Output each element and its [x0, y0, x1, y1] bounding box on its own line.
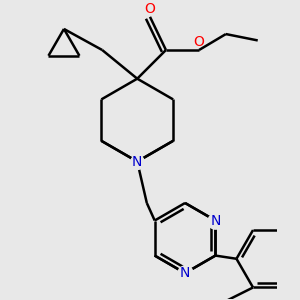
Text: O: O	[145, 2, 155, 16]
Text: O: O	[194, 35, 205, 49]
Text: N: N	[132, 154, 142, 169]
Text: N: N	[180, 266, 190, 280]
Text: N: N	[132, 154, 142, 169]
Text: N: N	[210, 214, 220, 227]
